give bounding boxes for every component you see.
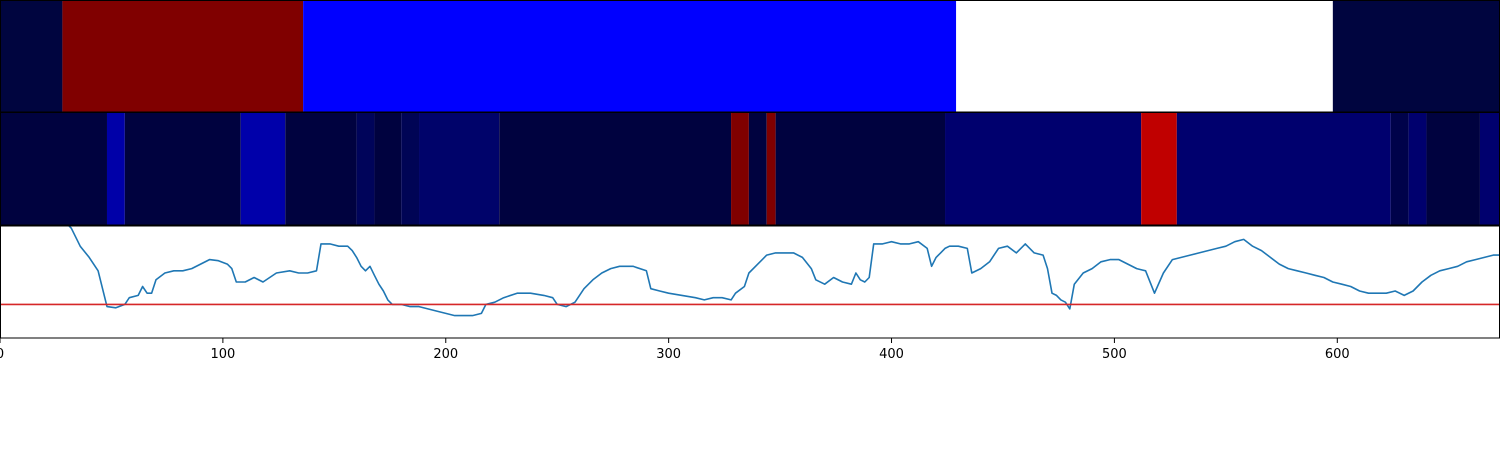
x-tick-label: 500 (1102, 347, 1127, 362)
middle-band-segment (0, 113, 107, 225)
middle-band-segment (1176, 113, 1391, 225)
x-tick-label: 0 (0, 347, 4, 362)
series-line (67, 226, 1500, 317)
x-axis: 0 100 200 300 400 500 600 (0, 338, 1350, 362)
x-tick-label: 600 (1325, 347, 1350, 362)
middle-band-segment (374, 113, 402, 225)
middle-band-segment (766, 113, 776, 225)
line-plot-panel (0, 225, 1500, 339)
x-tick-label: 200 (433, 347, 458, 362)
top-band-segment (956, 1, 1333, 112)
middle-heatmap-band (0, 112, 1500, 226)
top-band-segment (62, 1, 304, 112)
middle-band-segment (1426, 113, 1480, 225)
top-band-segment (1332, 1, 1500, 112)
middle-band-segment (1479, 113, 1500, 225)
top-band-segment (0, 1, 63, 112)
line-panel-frame (0, 225, 1500, 339)
middle-band-segment (1390, 113, 1409, 225)
x-tick-label: 400 (879, 347, 904, 362)
middle-band-segment (285, 113, 357, 225)
middle-band-segment (945, 113, 1142, 225)
middle-band-segment (499, 113, 732, 225)
middle-band-segment (775, 113, 946, 225)
middle-band-segment (124, 113, 241, 225)
top-band-segment (303, 1, 957, 112)
top-heatmap-band (0, 0, 1500, 113)
middle-band-segment (419, 113, 500, 225)
middle-band-segment (1408, 113, 1427, 225)
middle-band-segment (240, 113, 286, 225)
middle-band-segment (1141, 113, 1177, 225)
middle-band-segment (401, 113, 420, 225)
middle-band-segment (106, 113, 125, 225)
middle-band-segment (748, 113, 767, 225)
x-tick-label: 100 (210, 347, 235, 362)
middle-band-segment (731, 113, 749, 225)
middle-band-segment (356, 113, 375, 225)
x-tick-label: 300 (656, 347, 681, 362)
